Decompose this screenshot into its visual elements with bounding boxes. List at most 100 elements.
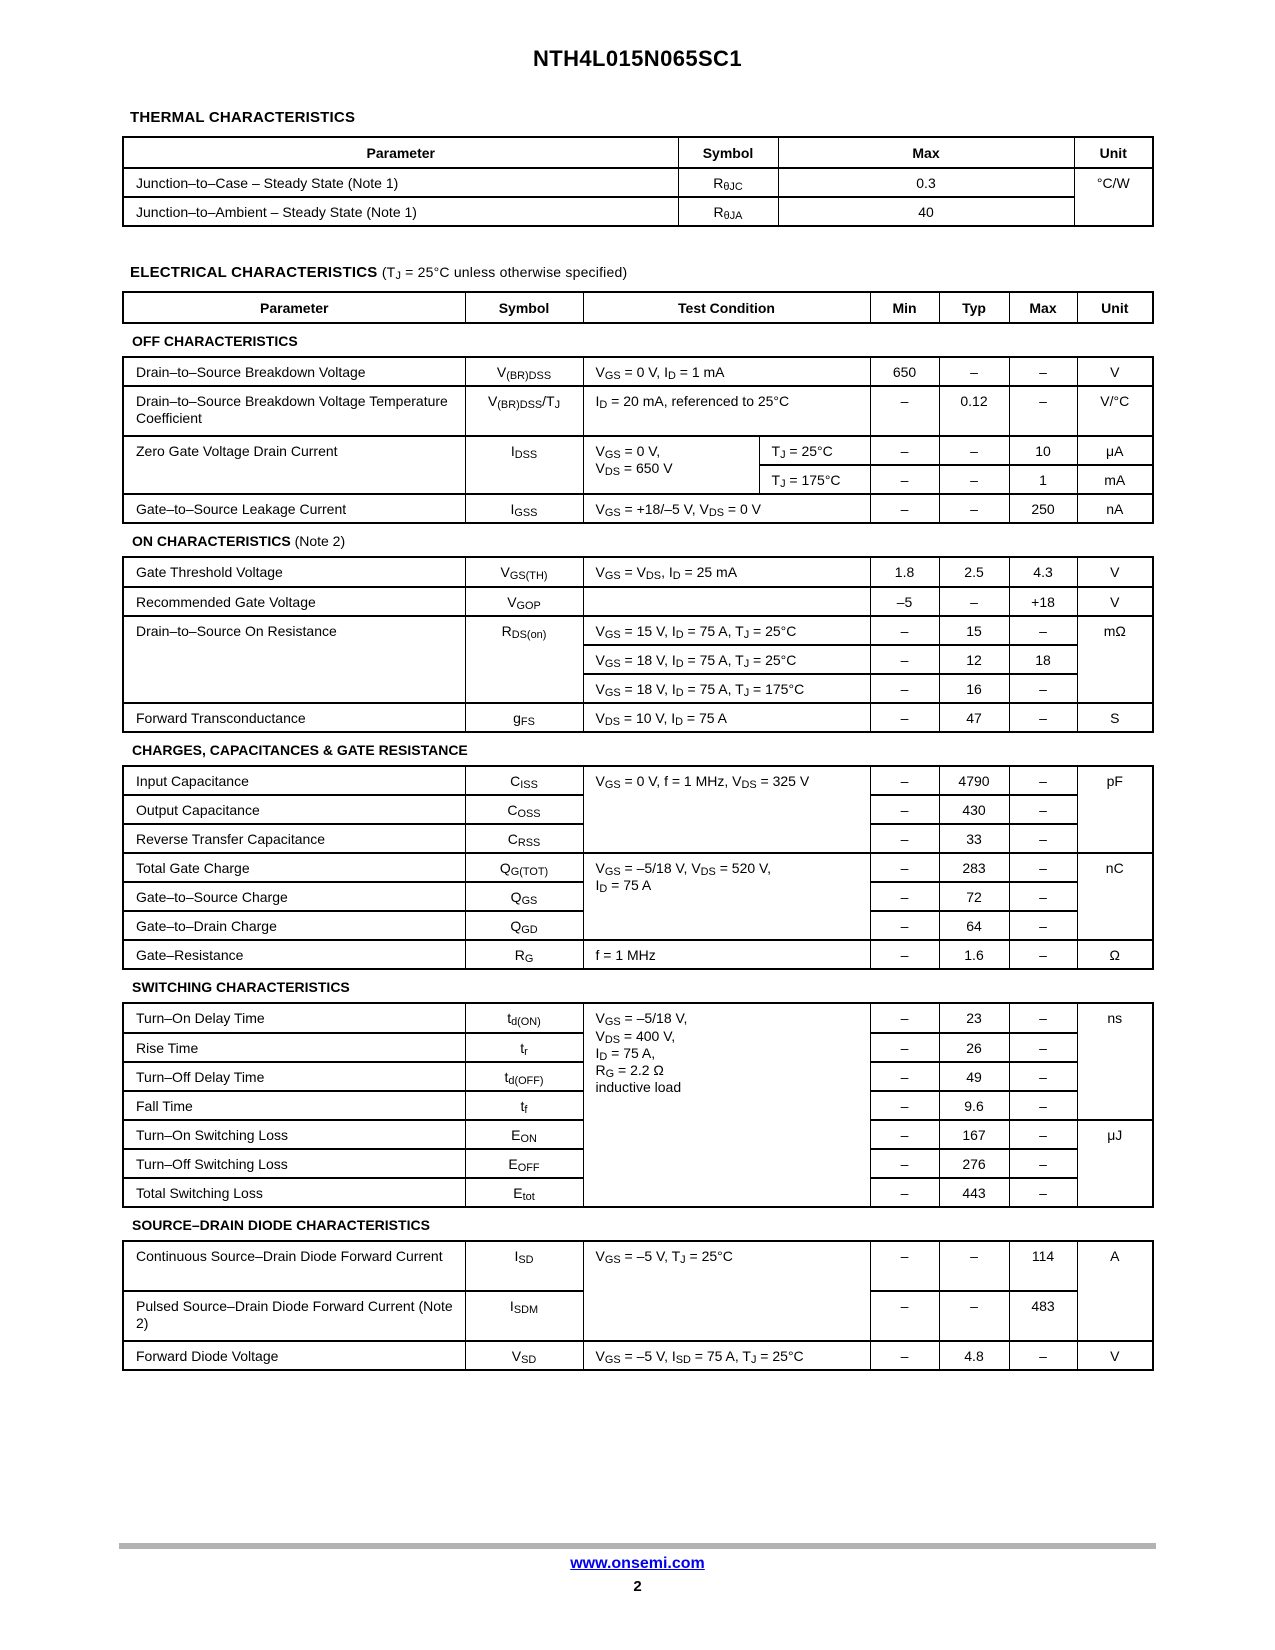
min-cell: – — [869, 1340, 940, 1372]
min-cell: – — [869, 881, 940, 913]
param-cell: Fall Time — [122, 1089, 466, 1121]
max-cell: – — [1008, 701, 1078, 733]
condition-cell: VGS = –5/18 V, VDS = 400 V, ID = 75 A, RG =… — [582, 1002, 871, 1209]
min-cell: – — [869, 643, 940, 675]
charges-table: Input Capacitance CISS VGS = 0 V, f = 1 … — [122, 764, 1154, 971]
table-row: Drain–to–Source On Resistance RDS(on) VG… — [122, 614, 1154, 704]
table-row: Forward Diode Voltage VSD VGS = –5 V, IS… — [122, 1340, 1154, 1372]
col-symbol: Symbol — [677, 136, 779, 169]
symbol-cell: tr — [464, 1031, 584, 1063]
unit-cell: V — [1076, 1340, 1154, 1372]
min-cell: –5 — [869, 585, 940, 617]
symbol-cell: tf — [464, 1089, 584, 1121]
max-cell: – — [1008, 764, 1078, 797]
unit-cell: V/°C — [1076, 385, 1154, 438]
table-row: Forward Transconductance gFS VDS = 10 V,… — [122, 701, 1154, 733]
thermal-heading: THERMAL CHARACTERISTICS — [130, 109, 356, 126]
symbol-cell: QG(TOT) — [464, 852, 584, 884]
typ-cell: – — [938, 1290, 1010, 1343]
on-characteristics-table: Gate Threshold Voltage VGS(TH) VGS = VDS… — [122, 556, 1155, 733]
min-cell: – — [869, 939, 940, 971]
param-cell: Rise Time — [122, 1031, 466, 1063]
max-cell: 18 — [1008, 643, 1078, 675]
max-cell: – — [1008, 1147, 1078, 1179]
typ-cell: 9.6 — [938, 1089, 1010, 1121]
max-cell: – — [1008, 1002, 1078, 1034]
table-row: VGS = 18 V, ID = 75 A, TJ = 25°C – 12 18 — [123, 643, 1153, 675]
section-note: (Note 2) — [294, 533, 346, 550]
electrical-heading: ELECTRICAL CHARACTERISTICS (TJ = 25°C un… — [130, 264, 1152, 281]
param-cell: Zero Gate Voltage Drain Current — [122, 435, 466, 496]
symbol-cell: RθJC — [677, 166, 779, 199]
unit-cell: V — [1076, 356, 1154, 388]
electrical-heading-bold: ELECTRICAL CHARACTERISTICS — [130, 264, 378, 282]
min-cell: – — [869, 1240, 940, 1293]
symbol-cell: IDSS — [464, 435, 584, 496]
min-cell: – — [869, 1031, 940, 1063]
typ-cell: 1.6 — [938, 939, 1010, 971]
typ-cell: 0.12 — [938, 385, 1010, 438]
symbol-cell: ISD — [464, 1240, 584, 1293]
max-cell: – — [1008, 614, 1078, 646]
typ-cell: 26 — [938, 1031, 1010, 1063]
typ-cell: – — [938, 464, 1010, 496]
param-cell: Forward Transconductance — [122, 701, 466, 733]
min-cell: – — [869, 464, 940, 496]
min-cell: – — [869, 852, 940, 884]
typ-cell: 16 — [938, 672, 1010, 704]
param-cell: Total Gate Charge — [122, 852, 466, 884]
param-cell: Turn–On Switching Loss — [122, 1118, 466, 1150]
symbol-cell: CISS — [464, 764, 584, 797]
table-row: Gate–Resistance RG f = 1 MHz – 1.6 – Ω — [122, 939, 1154, 971]
typ-cell: 4790 — [938, 764, 1010, 797]
table-row: Recommended Gate Voltage VGOP –5 – +18 V — [122, 585, 1154, 617]
symbol-cell: V(BR)DSS — [464, 356, 584, 388]
col-unit: Unit — [1076, 291, 1154, 325]
min-cell: – — [869, 493, 940, 525]
table-row: Reverse Transfer Capacitance CRSS – 33 – — [122, 823, 1153, 855]
condition-cell: ID = 20 mA, referenced to 25°C — [582, 385, 871, 438]
unit-cell: V — [1076, 556, 1154, 588]
condition-cell: VGS = 15 V, ID = 75 A, TJ = 25°C — [582, 614, 871, 646]
table-row: Junction–to–Ambient – Steady State (Note… — [122, 196, 1153, 228]
max-cell: – — [1008, 672, 1078, 704]
onsemi-link[interactable]: www.onsemi.com — [570, 1555, 705, 1572]
unit-cell: ns — [1076, 1002, 1154, 1121]
param-cell: Gate–to–Source Leakage Current — [122, 493, 466, 525]
table-row: Input Capacitance CISS VGS = 0 V, f = 1 … — [122, 764, 1154, 855]
col-test-condition: Test Condition — [582, 291, 871, 325]
unit-cell: μJ — [1076, 1118, 1154, 1209]
param-cell: Gate–Resistance — [122, 939, 466, 971]
section-label: CHARGES, CAPACITANCES & GATE RESISTANCE — [132, 741, 468, 758]
electrical-heading-note: (TJ = 25°C unless otherwise specified) — [381, 264, 628, 283]
table-row: Gate Threshold Voltage VGS(TH) VGS = VDS… — [122, 556, 1154, 588]
table-row: Total Gate Charge QG(TOT) VGS = –5/18 V,… — [122, 852, 1154, 942]
param-cell: Gate Threshold Voltage — [122, 556, 466, 588]
param-cell: Drain–to–Source On Resistance — [122, 614, 466, 704]
max-cell: 1 — [1008, 464, 1078, 496]
symbol-cell: ISDM — [464, 1290, 584, 1343]
max-cell: 10 — [1008, 435, 1078, 467]
min-cell: – — [869, 1089, 940, 1121]
condition-cell: VGS = 0 V, VDS = 650 V — [582, 435, 760, 496]
max-cell: 483 — [1008, 1290, 1078, 1343]
unit-cell: A — [1076, 1240, 1154, 1343]
max-cell: – — [1008, 1118, 1078, 1150]
typ-cell: – — [938, 356, 1010, 388]
condition-cell: VGS = –5 V, TJ = 25°C — [582, 1240, 871, 1343]
max-cell: – — [1008, 823, 1078, 855]
max-cell: 40 — [777, 196, 1075, 228]
unit-cell: μA — [1076, 435, 1154, 467]
max-cell: +18 — [1008, 585, 1078, 617]
diode-section-heading: SOURCE–DRAIN DIODE CHARACTERISTICS — [132, 1217, 1152, 1233]
col-max: Max — [777, 136, 1075, 169]
col-min: Min — [869, 291, 940, 325]
unit-cell: V — [1076, 585, 1154, 617]
max-cell: – — [1008, 385, 1078, 438]
param-cell: Forward Diode Voltage — [122, 1340, 466, 1372]
table-row: Turn–Off Delay Time td(OFF) – 49 – — [122, 1060, 1153, 1092]
min-cell: – — [869, 910, 940, 942]
param-cell: Junction–to–Case – Steady State (Note 1) — [122, 166, 679, 199]
typ-cell: 283 — [938, 852, 1010, 884]
unit-cell: nC — [1076, 852, 1154, 942]
